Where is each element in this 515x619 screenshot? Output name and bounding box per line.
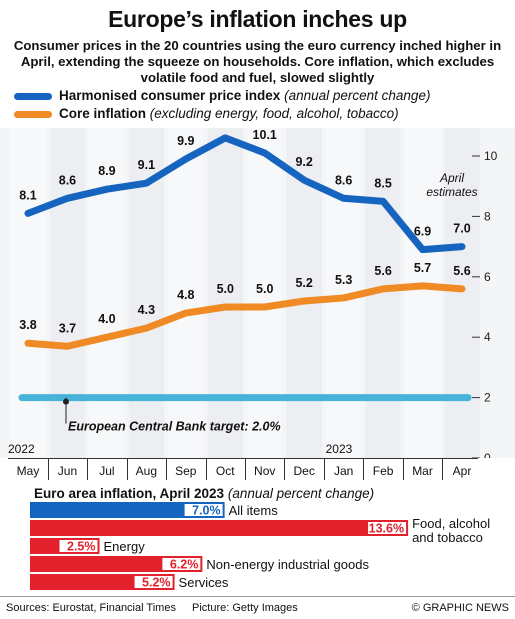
legend-hicp-note: (annual percent change) [284, 88, 430, 103]
core-value-label: 3.7 [59, 321, 76, 335]
month-separator [245, 458, 246, 480]
x-axis-line [8, 458, 478, 459]
legend-core-note: (excluding energy, food, alcohol, tobacc… [150, 106, 399, 121]
month-separator [284, 458, 285, 480]
bar-value-label: 7.0% [192, 504, 221, 518]
month-separator [403, 458, 404, 480]
footer-sources: Sources: Eurostat, Financial Times [6, 602, 176, 614]
footer-picture: Picture: Getty Images [192, 602, 298, 614]
month-label: Jan [324, 464, 364, 478]
bar-value-label: 13.6% [369, 522, 404, 536]
footer-credit: © GRAPHIC NEWS [412, 602, 509, 614]
bar-category-label: Non-energy industrial goods [206, 557, 369, 572]
y-tick-label: 4 [484, 330, 491, 344]
hicp-value-label: 7.0 [453, 222, 470, 236]
year-label: 2023 [326, 442, 353, 456]
plot-band [10, 128, 45, 458]
bar-value-label: 5.2% [142, 576, 171, 590]
month-label: Jul [87, 464, 127, 478]
core-value-label: 5.0 [256, 282, 273, 296]
hicp-value-label: 6.9 [414, 225, 431, 239]
month-label: Aug [126, 464, 166, 478]
month-separator [48, 458, 49, 480]
month-separator [127, 458, 128, 480]
bar-category-label: Energy [104, 539, 146, 554]
hicp-value-label: 8.6 [335, 173, 352, 187]
legend-core: Core inflation (excluding energy, food, … [14, 106, 399, 121]
bar-value-label: 2.5% [67, 540, 96, 554]
hicp-value-label: 8.6 [59, 173, 76, 187]
core-value-label: 5.2 [295, 276, 312, 290]
month-label: Jun [47, 464, 87, 478]
chart-title: Europe’s inflation inches up [0, 6, 515, 33]
month-separator [206, 458, 207, 480]
y-tick-label: 6 [484, 270, 491, 284]
plot-band [405, 128, 440, 458]
core-value-label: 5.6 [453, 264, 470, 278]
month-separator [166, 458, 167, 480]
chart-subtitle: Consumer prices in the 20 countries usin… [10, 38, 505, 86]
month-separator [87, 458, 88, 480]
bar-chart-title-note: (annual percent change) [228, 486, 374, 501]
legend-hicp-label: Harmonised consumer price index [59, 88, 280, 103]
month-label: Feb [363, 464, 403, 478]
month-label: Dec [284, 464, 324, 478]
core-value-label: 5.0 [217, 282, 234, 296]
bar-category-label: Services [179, 575, 229, 590]
target-label: European Central Bank target: 2.0% [68, 420, 281, 434]
core-value-label: 5.3 [335, 273, 352, 287]
bar-chart-title-text: Euro area inflation, April 2023 [34, 486, 224, 501]
y-tick-label: 8 [484, 209, 491, 223]
month-separator [324, 458, 325, 480]
core-value-label: 5.7 [414, 261, 431, 275]
bar [30, 520, 408, 536]
month-label: May [8, 464, 48, 478]
line-chart: 10 8 6 4 2 0 European Central Bank target: 2.0… [0, 128, 515, 458]
month-label: Apr [442, 464, 482, 478]
month-label: Mar [403, 464, 443, 478]
month-label: Nov [245, 464, 285, 478]
core-value-label: 5.6 [374, 264, 391, 278]
core-value-label: 4.0 [98, 312, 115, 326]
core-value-label: 3.8 [19, 318, 36, 332]
target-pointer-dot [63, 399, 69, 405]
bar-chart-title: Euro area inflation, April 2023 (annual … [34, 486, 374, 501]
y-tick-label: 10 [484, 149, 498, 163]
legend-hicp-swatch [14, 93, 52, 100]
legend-core-swatch [14, 111, 52, 118]
hicp-value-label: 9.9 [177, 134, 194, 148]
y-tick-label: 2 [484, 391, 491, 405]
hicp-value-label: 9.1 [138, 158, 155, 172]
hicp-value-label: 8.5 [374, 176, 391, 190]
month-separator [363, 458, 364, 480]
month-label: Oct [205, 464, 245, 478]
hicp-value-label: 9.2 [295, 155, 312, 169]
legend-hicp: Harmonised consumer price index (annual … [14, 88, 430, 103]
legend-core-label: Core inflation [59, 106, 146, 121]
core-value-label: 4.8 [177, 288, 194, 302]
year-label: 2022 [8, 442, 35, 456]
hicp-value-label: 8.9 [98, 164, 115, 178]
month-label: Sep [166, 464, 206, 478]
hicp-value-label: 8.1 [19, 188, 36, 202]
bar-category-label: All items [229, 503, 279, 518]
y-tick-label: 0 [484, 451, 491, 458]
month-separator [442, 458, 443, 480]
hicp-value-label: 10.1 [253, 128, 277, 142]
core-value-label: 4.3 [138, 303, 155, 317]
footer: Sources: Eurostat, Financial Times Pictu… [0, 596, 515, 619]
bar-value-label: 6.2% [170, 558, 199, 572]
